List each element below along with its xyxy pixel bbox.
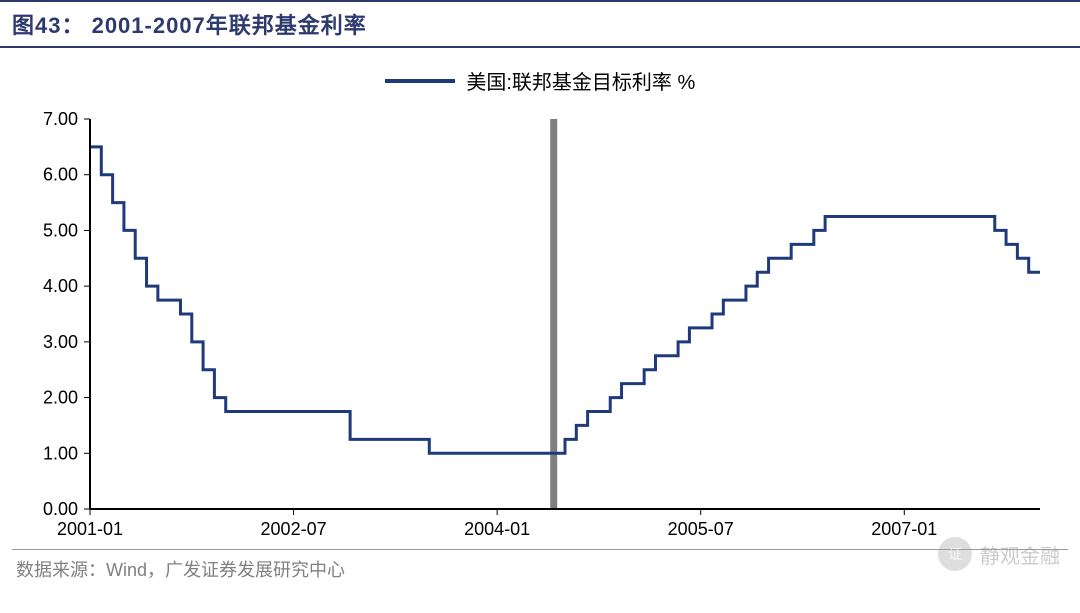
title-bar: 图43： 2001-2007年联邦基金利率 [0,0,1080,48]
chart-title: 图43： 2001-2007年联邦基金利率 [12,8,1068,40]
watermark: 证 静观金融 [938,537,1060,571]
x-tick-label: 2005-07 [668,519,734,539]
y-tick-label: 2.00 [43,388,78,408]
chart-svg: 0.00 1.00 2.00 3.00 4.00 5.00 6.00 7.00 2001-01 2… [20,109,1060,549]
watermark-text: 静观金融 [980,540,1060,569]
y-tick-label: 6.00 [43,165,78,185]
figure-container: 图43： 2001-2007年联邦基金利率 美国:联邦基金目标利率 % 0.00… [0,0,1080,613]
x-tick-label: 2007-01 [871,519,937,539]
y-tick-label: 7.00 [43,109,78,129]
y-tick-label: 1.00 [43,443,78,463]
y-tick-label: 4.00 [43,276,78,296]
legend-swatch [385,79,455,83]
y-tick-label: 0.00 [43,499,78,519]
x-tick-label: 2002-07 [261,519,327,539]
legend: 美国:联邦基金目标利率 % [0,66,1080,95]
y-tick-label: 3.00 [43,332,78,352]
watermark-logo-icon: 证 [938,537,972,571]
legend-label: 美国:联邦基金目标利率 % [466,72,695,94]
plot-area: 0.00 1.00 2.00 3.00 4.00 5.00 6.00 7.00 2001-01 2… [20,109,1060,549]
x-tick-label: 2004-01 [464,519,530,539]
rate-line [90,147,1040,453]
source-text: 数据来源：Wind，广发证券发展研究中心 [0,550,1080,588]
x-tick-label: 2001-01 [57,519,123,539]
y-tick-label: 5.00 [43,220,78,240]
